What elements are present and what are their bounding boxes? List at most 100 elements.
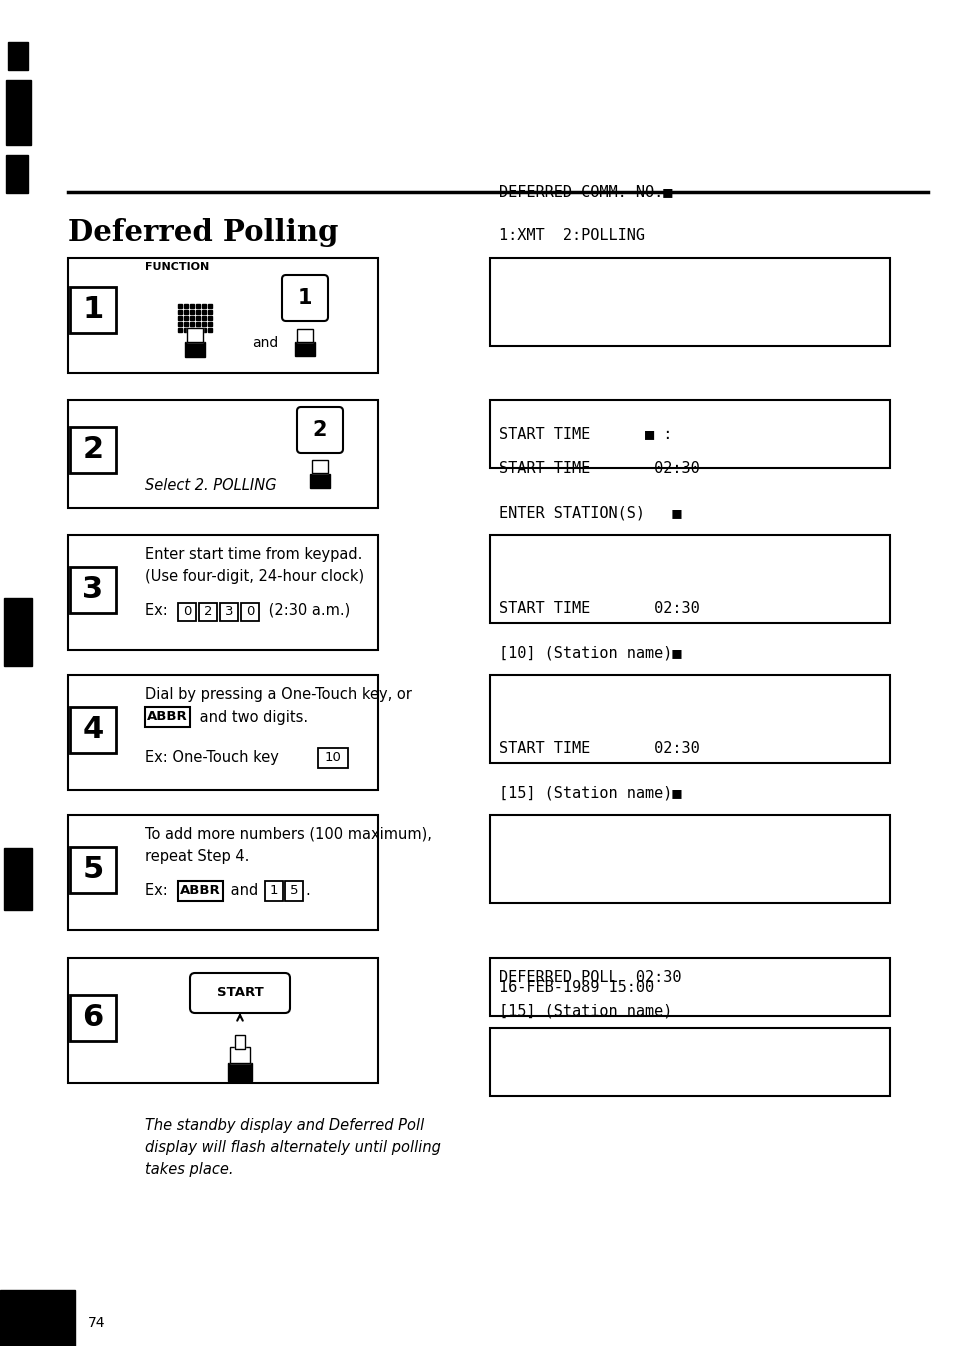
Bar <box>234 1035 245 1049</box>
Bar <box>145 707 190 727</box>
Bar <box>228 1063 252 1081</box>
Text: 1: 1 <box>297 288 312 308</box>
Bar <box>310 474 330 489</box>
Text: and two digits.: and two digits. <box>194 709 308 725</box>
Bar <box>202 328 206 332</box>
Text: START TIME      ■ :: START TIME ■ : <box>498 427 672 441</box>
Text: 0: 0 <box>246 606 253 619</box>
Bar <box>202 304 206 308</box>
Bar <box>184 310 188 314</box>
Text: 2: 2 <box>313 420 327 440</box>
Bar <box>490 814 889 903</box>
Bar <box>190 310 193 314</box>
Text: 1: 1 <box>82 296 104 324</box>
Bar <box>184 304 188 308</box>
Text: and: and <box>226 883 263 898</box>
Bar <box>178 882 223 900</box>
Bar <box>8 42 28 70</box>
Bar <box>195 322 200 326</box>
Bar <box>70 707 116 752</box>
Text: 2: 2 <box>204 606 212 619</box>
Text: [10] (Station name)■: [10] (Station name)■ <box>498 646 680 661</box>
Text: [15] (Station name): [15] (Station name) <box>498 1004 672 1019</box>
Bar <box>202 316 206 320</box>
Bar <box>202 310 206 314</box>
Text: ABBR: ABBR <box>180 884 221 898</box>
Bar <box>490 534 889 623</box>
Text: .: . <box>305 883 310 898</box>
Text: Select 2. POLLING: Select 2. POLLING <box>145 478 276 493</box>
Text: (2:30 a.m.): (2:30 a.m.) <box>264 603 350 618</box>
Bar <box>312 460 328 472</box>
Bar <box>490 958 889 1016</box>
Bar <box>68 534 377 650</box>
Bar <box>190 328 193 332</box>
Bar <box>285 882 303 900</box>
Bar <box>190 322 193 326</box>
Text: DEFERRED COMM. NO.■: DEFERRED COMM. NO.■ <box>498 184 672 199</box>
Text: and: and <box>252 336 278 350</box>
Bar <box>317 748 348 769</box>
FancyBboxPatch shape <box>296 406 343 454</box>
Bar <box>265 882 283 900</box>
Text: To add more numbers (100 maximum),: To add more numbers (100 maximum), <box>145 826 432 843</box>
Text: 3: 3 <box>82 576 104 604</box>
Bar <box>70 995 116 1040</box>
Bar <box>68 674 377 790</box>
Text: The standby display and Deferred Poll: The standby display and Deferred Poll <box>145 1119 424 1133</box>
Bar <box>184 322 188 326</box>
Text: Enter start time from keypad.: Enter start time from keypad. <box>145 546 362 563</box>
Text: 16-FEB-1989 15:00: 16-FEB-1989 15:00 <box>498 980 654 995</box>
Bar <box>294 342 314 355</box>
Bar <box>199 603 216 621</box>
Bar <box>312 460 328 472</box>
Bar <box>195 304 200 308</box>
Bar <box>178 310 182 314</box>
Bar <box>68 958 377 1084</box>
Text: [15] (Station name)■: [15] (Station name)■ <box>498 786 680 801</box>
Text: START TIME       02:30: START TIME 02:30 <box>498 602 699 616</box>
Bar <box>70 287 116 332</box>
Bar <box>6 155 28 192</box>
Bar <box>68 814 377 930</box>
Text: 0: 0 <box>183 606 191 619</box>
Bar <box>70 567 116 612</box>
Bar <box>208 316 212 320</box>
Text: 74: 74 <box>88 1316 106 1330</box>
Text: 4: 4 <box>82 716 104 744</box>
Text: START TIME       02:30: START TIME 02:30 <box>498 462 699 476</box>
Bar <box>190 304 193 308</box>
Bar <box>195 316 200 320</box>
Text: 5: 5 <box>290 884 298 898</box>
Bar <box>4 848 32 910</box>
Bar <box>187 328 203 342</box>
Bar <box>68 400 377 507</box>
Text: 10: 10 <box>324 751 341 765</box>
Bar <box>208 304 212 308</box>
Bar <box>296 328 313 342</box>
Text: Ex:: Ex: <box>145 883 172 898</box>
Text: START: START <box>216 987 263 1000</box>
Bar <box>178 316 182 320</box>
Bar <box>490 674 889 763</box>
Text: takes place.: takes place. <box>145 1162 233 1176</box>
Text: START TIME       02:30: START TIME 02:30 <box>498 742 699 756</box>
Text: 1:XMT  2:POLLING: 1:XMT 2:POLLING <box>498 229 644 244</box>
Text: 5: 5 <box>82 856 104 884</box>
Bar <box>208 310 212 314</box>
Text: 2: 2 <box>82 436 104 464</box>
Bar <box>230 1047 250 1063</box>
Bar <box>208 328 212 332</box>
Bar <box>195 328 200 332</box>
Bar <box>6 79 30 145</box>
Text: ENTER STATION(S)   ■: ENTER STATION(S) ■ <box>498 506 680 521</box>
Bar <box>4 598 32 666</box>
Text: FUNCTION: FUNCTION <box>145 262 209 272</box>
Text: Ex:: Ex: <box>145 603 172 618</box>
Bar <box>185 342 205 357</box>
Bar <box>184 316 188 320</box>
FancyBboxPatch shape <box>282 275 328 320</box>
Text: Ex: One-Touch key: Ex: One-Touch key <box>145 750 283 765</box>
Text: 1: 1 <box>270 884 278 898</box>
Text: DEFERRED POLL  02:30: DEFERRED POLL 02:30 <box>498 969 680 984</box>
